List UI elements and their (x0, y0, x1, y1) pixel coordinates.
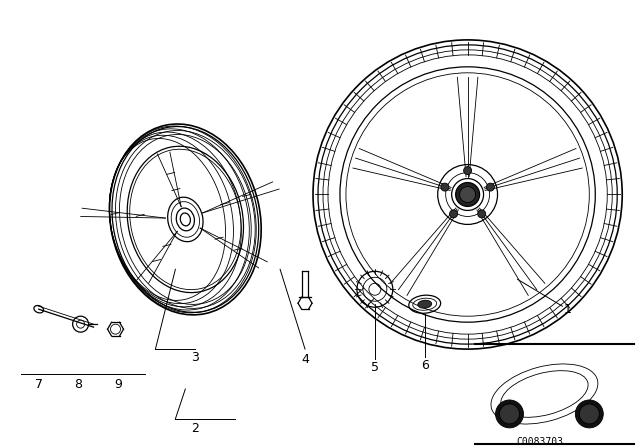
Circle shape (500, 404, 520, 424)
Text: 4: 4 (301, 353, 309, 366)
Circle shape (460, 186, 476, 202)
Text: 7: 7 (35, 378, 43, 391)
Circle shape (463, 167, 472, 175)
Circle shape (495, 400, 524, 428)
Text: 6: 6 (420, 358, 429, 371)
Circle shape (441, 183, 449, 191)
Circle shape (477, 210, 486, 218)
Text: 8: 8 (75, 378, 83, 391)
Text: 2: 2 (191, 422, 199, 435)
Ellipse shape (418, 300, 432, 308)
Circle shape (575, 400, 604, 428)
Circle shape (486, 183, 494, 191)
Circle shape (456, 182, 479, 207)
Text: 9: 9 (115, 378, 122, 391)
Circle shape (579, 404, 599, 424)
Text: 1: 1 (563, 303, 572, 316)
Text: C0083703: C0083703 (516, 437, 563, 447)
Text: 5: 5 (371, 361, 379, 374)
Text: 3: 3 (191, 351, 199, 364)
Circle shape (449, 210, 458, 218)
